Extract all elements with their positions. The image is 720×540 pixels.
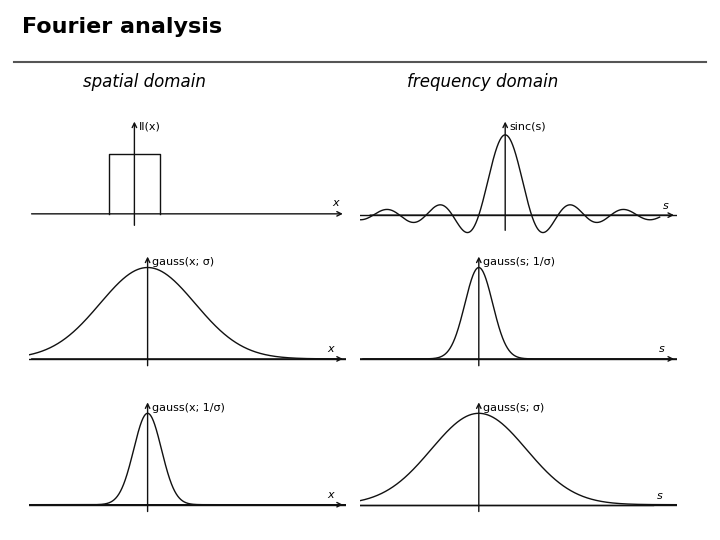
Text: gauss(x; σ): gauss(x; σ)	[152, 257, 214, 267]
Text: s: s	[662, 201, 668, 211]
Text: x: x	[327, 345, 333, 354]
Text: spatial domain: spatial domain	[83, 73, 205, 91]
Text: x: x	[327, 490, 333, 500]
Text: s: s	[657, 491, 662, 501]
Text: gauss(s; 1/σ): gauss(s; 1/σ)	[482, 257, 554, 267]
Text: II(x): II(x)	[139, 122, 161, 132]
Text: frequency domain: frequency domain	[407, 73, 558, 91]
Text: gauss(x; 1/σ): gauss(x; 1/σ)	[152, 403, 225, 413]
Text: Fourier analysis: Fourier analysis	[22, 17, 222, 37]
Text: sinc(s): sinc(s)	[509, 122, 546, 132]
Text: s: s	[660, 345, 665, 354]
Text: x: x	[333, 198, 339, 208]
Text: gauss(s; σ): gauss(s; σ)	[482, 403, 544, 413]
